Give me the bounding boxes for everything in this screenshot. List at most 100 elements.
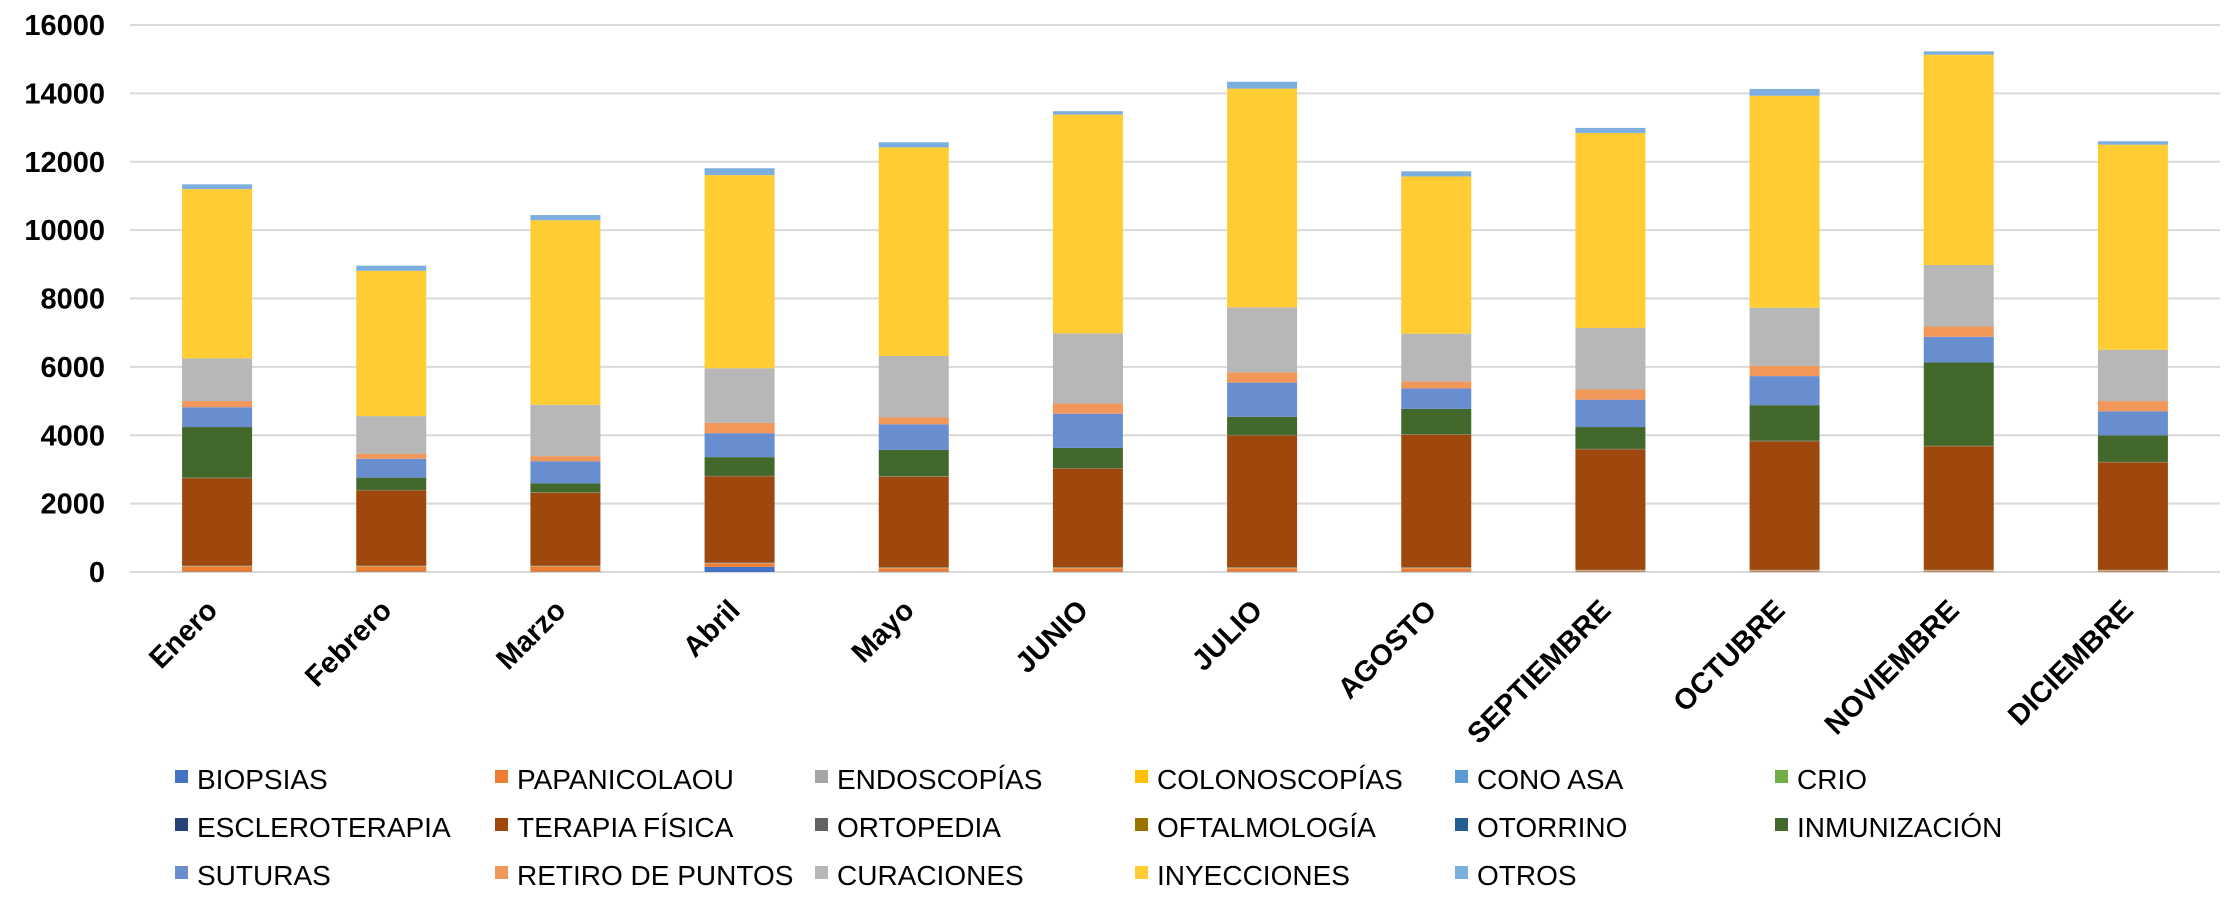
- x-tick-label: JUNIO: [1010, 594, 1095, 679]
- bar-segment: [704, 433, 775, 458]
- bar-segment: [1052, 568, 1123, 572]
- bar-segment: [1923, 336, 1994, 363]
- bar-segment: [530, 492, 601, 566]
- y-tick-label: 14000: [24, 78, 105, 110]
- legend-swatch: [1135, 818, 1148, 831]
- bar-stack: [1227, 81, 1298, 572]
- y-tick-label: 4000: [40, 420, 105, 452]
- bar-segment: [1227, 568, 1298, 572]
- bar-segment: [1749, 441, 1820, 570]
- legend-label: RETIRO DE PUNTOS: [517, 860, 793, 891]
- bar-segment: [1923, 326, 1994, 337]
- legend-swatch: [495, 866, 508, 879]
- bar-segment: [1052, 403, 1123, 414]
- x-tick-label: OCTUBRE: [1668, 594, 1792, 718]
- bar-segment: [182, 407, 253, 428]
- legend-item: OTORRINO: [1455, 812, 1627, 843]
- bar-segment: [1052, 333, 1123, 404]
- y-tick-label: 8000: [40, 284, 105, 316]
- y-tick-label: 10000: [24, 215, 105, 247]
- bar-segment: [1575, 570, 1646, 572]
- bar-segment: [1401, 176, 1472, 334]
- bar-segment: [1575, 427, 1646, 449]
- bar-segment: [1575, 449, 1646, 570]
- x-tick-label: JULIO: [1186, 594, 1269, 677]
- bar-segment: [2097, 411, 2168, 436]
- bar-segment: [1227, 81, 1298, 89]
- bar-stack: [530, 215, 601, 572]
- legend-label: CONO ASA: [1477, 764, 1624, 795]
- bar-segment: [1227, 307, 1298, 373]
- bar-segment: [182, 401, 253, 408]
- gridlines: [130, 24, 2220, 573]
- bar-segment: [2097, 435, 2168, 462]
- bar-segment: [704, 422, 775, 434]
- bar-segment: [1401, 381, 1472, 389]
- legend-label: BIOPSIAS: [197, 764, 328, 795]
- legend-item: CRIO: [1775, 764, 1867, 795]
- legend-swatch: [815, 818, 828, 831]
- legend-swatch: [1455, 866, 1468, 879]
- bar-segment: [1052, 114, 1123, 334]
- bar-segment: [1227, 382, 1298, 417]
- bar-segment: [1749, 405, 1820, 441]
- bar-segment: [356, 566, 427, 572]
- bar-stack: [878, 142, 949, 572]
- bar-segment: [356, 458, 427, 478]
- bar-segment: [1575, 327, 1646, 390]
- bar-segment: [1575, 133, 1646, 328]
- bar-segment: [182, 358, 253, 402]
- legend-item: BIOPSIAS: [175, 764, 328, 795]
- legend-swatch: [495, 770, 508, 783]
- legend-item: ENDOSCOPÍAS: [815, 764, 1042, 795]
- bar-segment: [1227, 88, 1298, 308]
- legend-label: INYECCIONES: [1157, 860, 1350, 891]
- bar-segment: [1575, 127, 1646, 134]
- bar-segment: [1052, 447, 1123, 469]
- legend-item: OTROS: [1455, 860, 1577, 891]
- bars: [182, 51, 2168, 572]
- bar-stack: [2097, 141, 2168, 572]
- bar-segment: [1749, 365, 1820, 377]
- legend-swatch: [1455, 770, 1468, 783]
- bar-segment: [878, 147, 949, 356]
- bar-segment: [1052, 468, 1123, 568]
- legend-item: TERAPIA FÍSICA: [495, 812, 734, 843]
- x-tick-label: SEPTIEMBRE: [1461, 594, 1617, 750]
- legend-label: INMUNIZACIÓN: [1797, 812, 2002, 843]
- bar-segment: [1227, 372, 1298, 383]
- bar-segment: [878, 449, 949, 477]
- bar-segment: [530, 215, 601, 221]
- bar-segment: [356, 477, 427, 490]
- legend-swatch: [1135, 866, 1148, 879]
- legend-item: ESCLEROTERAPIA: [175, 812, 451, 843]
- bar-segment: [1401, 434, 1472, 568]
- legend-swatch: [1775, 818, 1788, 831]
- legend-label: PAPANICOLAOU: [517, 764, 734, 795]
- bar-segment: [704, 566, 775, 572]
- legend-item: CURACIONES: [815, 860, 1024, 891]
- bar-segment: [1401, 408, 1472, 435]
- legend-item: COLONOSCOPÍAS: [1135, 764, 1403, 795]
- legend-label: TERAPIA FÍSICA: [517, 812, 734, 843]
- bar-segment: [2097, 462, 2168, 570]
- bar-segment: [1749, 570, 1820, 572]
- x-tick-label: NOVIEMBRE: [1819, 594, 1966, 741]
- bar-stack: [1923, 51, 1994, 572]
- bar-segment: [878, 355, 949, 418]
- bar-segment: [530, 483, 601, 493]
- legend-swatch: [175, 818, 188, 831]
- legend-item: INYECCIONES: [1135, 860, 1350, 891]
- bar-segment: [1749, 95, 1820, 308]
- bar-segment: [1401, 568, 1472, 572]
- bar-segment: [1575, 399, 1646, 428]
- legend-label: CRIO: [1797, 764, 1867, 795]
- bar-segment: [878, 417, 949, 425]
- x-tick-label: Marzo: [490, 594, 572, 676]
- bar-segment: [356, 490, 427, 566]
- x-tick-label: Abril: [677, 594, 746, 663]
- bar-stack: [704, 168, 775, 572]
- bar-segment: [182, 478, 253, 566]
- bar-segment: [704, 168, 775, 176]
- x-tick-label: Mayo: [846, 594, 921, 669]
